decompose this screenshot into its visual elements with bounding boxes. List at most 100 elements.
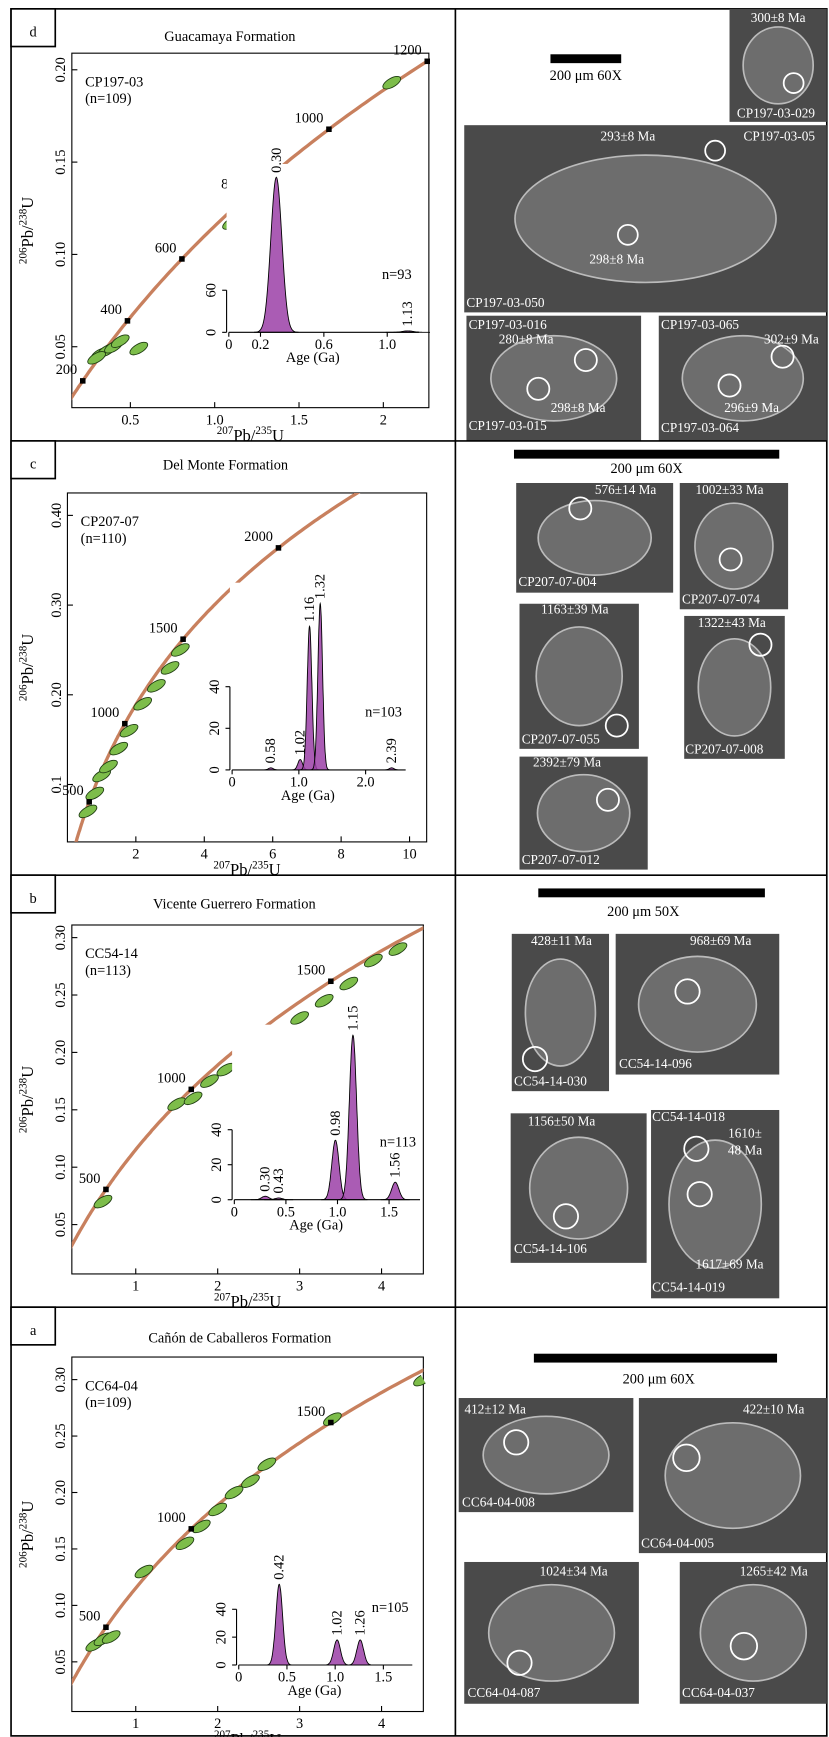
- x-axis-label: 207Pb/235U: [214, 1729, 281, 1737]
- inset-x-tick-label: 0: [225, 337, 232, 353]
- peak-label: 1.32: [313, 574, 329, 599]
- label-text: Pb/: [18, 662, 37, 685]
- age-label: 2000: [244, 529, 273, 545]
- cl-image-label: 1322±43 Ma: [698, 615, 766, 630]
- cl-image-label: CC64-04-037: [682, 1685, 755, 1700]
- panel-title: Guacamaya Formation: [164, 29, 295, 45]
- zircon-grain: [530, 1137, 628, 1239]
- inset-y-tick-label: 20: [209, 1158, 225, 1172]
- y-tick-label: 0.30: [53, 925, 69, 950]
- analysis-ellipse: [240, 1472, 262, 1490]
- cl-image-label: 422±10 Ma: [743, 1402, 804, 1417]
- analysis-ellipse: [108, 740, 130, 758]
- x-tick-label: 8: [338, 847, 345, 863]
- cl-image-label: CC54-14-019: [652, 1280, 725, 1295]
- scale-bar-label: 200 μm 60X: [610, 461, 683, 477]
- cl-image-label: 1265±42 Ma: [740, 1563, 808, 1578]
- zircon-grain: [538, 501, 651, 576]
- inset-y-tick-label: 0: [204, 329, 220, 336]
- label-superscript: 238: [18, 208, 30, 225]
- cl-image-label: 1002±33 Ma: [696, 482, 764, 497]
- analysis-ellipse: [381, 74, 403, 92]
- scale-bar: [534, 1354, 777, 1363]
- y-tick-label: 0.05: [53, 334, 69, 359]
- inset-x-label: Age (Ga): [288, 1683, 342, 1699]
- age-label: 1500: [297, 1404, 326, 1420]
- cl-image-label: CP207-07-004: [518, 574, 596, 589]
- cl-image-label: CP207-07-055: [522, 731, 600, 746]
- x-tick-label: 0.5: [121, 412, 139, 428]
- label-text: U: [269, 1730, 281, 1737]
- cl-image-label: CP197-03-065: [661, 317, 739, 332]
- label-superscript: 206: [18, 1116, 30, 1133]
- label-superscript: 206: [18, 1551, 30, 1568]
- label-superscript: 206: [18, 684, 30, 701]
- age-marker: [180, 636, 186, 642]
- label-text: Pb/: [231, 1730, 253, 1737]
- analysis-ellipse: [159, 659, 181, 677]
- x-tick-label: 4: [378, 1716, 385, 1732]
- y-tick-label: 0.25: [53, 1423, 69, 1448]
- age-label: 500: [79, 1171, 101, 1187]
- cl-image-label: 48 Ma: [728, 1142, 762, 1157]
- inset-n: n=113: [380, 1135, 416, 1151]
- zircon-grain: [639, 956, 757, 1052]
- sample-name: CC64-04: [85, 1378, 138, 1394]
- scale-bar: [514, 450, 779, 459]
- panel-letter: d: [30, 25, 38, 41]
- cl-image-label: CC54-14-106: [514, 1241, 587, 1256]
- label-text: U: [269, 860, 281, 879]
- inset-y-tick-label: 20: [214, 1630, 230, 1644]
- x-axis-label: 207Pb/235U: [217, 425, 284, 445]
- inset-n: n=105: [372, 1600, 409, 1616]
- cl-image-label: CC64-04-005: [641, 1536, 714, 1551]
- age-marker: [125, 318, 131, 324]
- x-tick-label: 2: [380, 412, 387, 428]
- label-text: U: [18, 1066, 37, 1078]
- age-marker: [328, 1420, 334, 1426]
- y-tick-label: 0.40: [49, 503, 65, 528]
- age-label: 1000: [91, 705, 120, 721]
- y-tick-label: 0.25: [53, 982, 69, 1007]
- inset-x-tick-label: 0: [229, 775, 236, 791]
- x-tick-label: 10: [402, 847, 416, 863]
- inset-y-tick-label: 40: [214, 1602, 230, 1616]
- y-tick-label: 0.20: [49, 682, 65, 707]
- sample-name: CP197-03: [85, 74, 143, 90]
- analysis-ellipse: [128, 340, 150, 358]
- inset-y-tick-label: 0: [209, 1196, 225, 1203]
- inset-y-tick-label: 40: [209, 1123, 225, 1137]
- age-marker: [179, 256, 185, 262]
- x-tick-label: 1: [132, 1279, 139, 1295]
- inset-y-tick-label: 60: [204, 283, 220, 297]
- y-axis-label: 206Pb/238U: [18, 197, 38, 264]
- panel-letter: c: [30, 457, 36, 473]
- analysis-ellipse: [338, 975, 360, 993]
- y-tick-label: 0.20: [53, 1040, 69, 1065]
- zircon-grain: [669, 1140, 761, 1268]
- y-tick-label: 0.10: [53, 242, 69, 267]
- cl-image-label: 412±12 Ma: [464, 1402, 525, 1417]
- zircon-grain: [743, 27, 813, 104]
- cl-image-label: CP207-07-008: [685, 741, 763, 756]
- x-tick-label: 3: [296, 1716, 303, 1732]
- y-tick-label: 0.20: [53, 57, 69, 82]
- label-superscript: 207: [214, 1729, 231, 1737]
- cl-image-label: CC54-14-018: [652, 1109, 725, 1124]
- scale-bar-label: 200 μm 60X: [550, 68, 623, 84]
- peak-label: 1.02: [330, 1610, 346, 1635]
- panel-title: Cañón de Caballeros Formation: [148, 1331, 331, 1347]
- label-superscript: 206: [18, 247, 30, 264]
- inset-x-tick-label: 0.2: [252, 337, 270, 353]
- age-label: 1500: [149, 621, 178, 637]
- scale-bar: [538, 888, 765, 897]
- peak-label: 0.43: [271, 1168, 287, 1193]
- cl-image-label: 968±69 Ma: [690, 933, 751, 948]
- cl-image-label: 296±9 Ma: [724, 400, 779, 415]
- analysis-ellipse: [146, 677, 168, 695]
- age-label: 1000: [157, 1510, 186, 1526]
- cl-image-label: 280±8 Ma: [499, 331, 554, 346]
- inset-y-tick-label: 20: [207, 721, 223, 735]
- cl-image-label: CP207-07-074: [682, 592, 760, 607]
- panel-letter: b: [30, 891, 37, 907]
